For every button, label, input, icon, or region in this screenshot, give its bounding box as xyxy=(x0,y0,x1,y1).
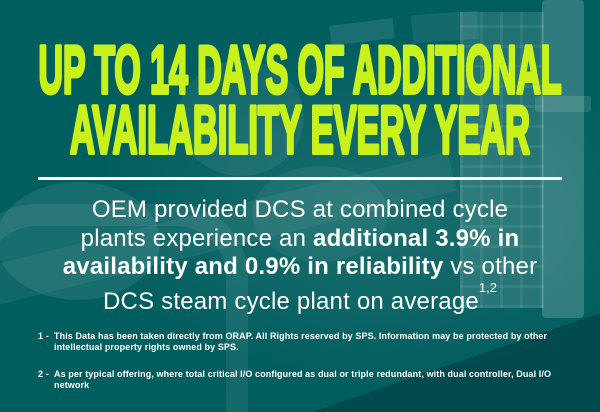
body-text-highlight: availability and 0.9% in reliability xyxy=(62,253,444,280)
footnote-text: As per typical offering, where total cri… xyxy=(54,369,552,390)
footnotes: 1 - This Data has been taken directly fr… xyxy=(38,331,572,407)
body-text-highlight: additional 3.9% in xyxy=(313,224,520,252)
headline: UP TO 14 DAYS OF ADDITIONAL AVAILABILITY… xyxy=(37,30,564,170)
footnote-1: 1 - This Data has been taken directly fr… xyxy=(38,331,572,353)
headline-line-1: UP TO 14 DAYS OF ADDITIONAL xyxy=(39,32,562,108)
body-text: vs other xyxy=(443,253,538,280)
footnote-reference: 1,2 xyxy=(478,279,497,295)
body-text: OEM provided DCS at combined cycle xyxy=(91,196,509,223)
body-text: DCS steam cycle plant on average xyxy=(103,287,479,315)
body-line: availability and 0.9% in reliability vs … xyxy=(0,253,600,282)
body-line: DCS steam cycle plant on average1,2 xyxy=(0,279,600,317)
footnote-2: 2 - As per typical offering, where total… xyxy=(38,369,572,391)
footnote-marker: 2 - xyxy=(38,369,49,379)
body-line: plants experience an additional 3.9% in xyxy=(0,225,600,254)
body-text: plants experience an xyxy=(80,224,314,252)
divider-rule xyxy=(38,177,562,180)
footnote-text: This Data has been taken directly from O… xyxy=(54,331,548,352)
footnote-marker: 1 - xyxy=(38,331,49,341)
body-copy: OEM provided DCS at combined cycle plant… xyxy=(0,196,600,316)
body-line: OEM provided DCS at combined cycle xyxy=(0,196,600,225)
headline-line-2: AVAILABILITY EVERY YEAR xyxy=(70,92,530,168)
